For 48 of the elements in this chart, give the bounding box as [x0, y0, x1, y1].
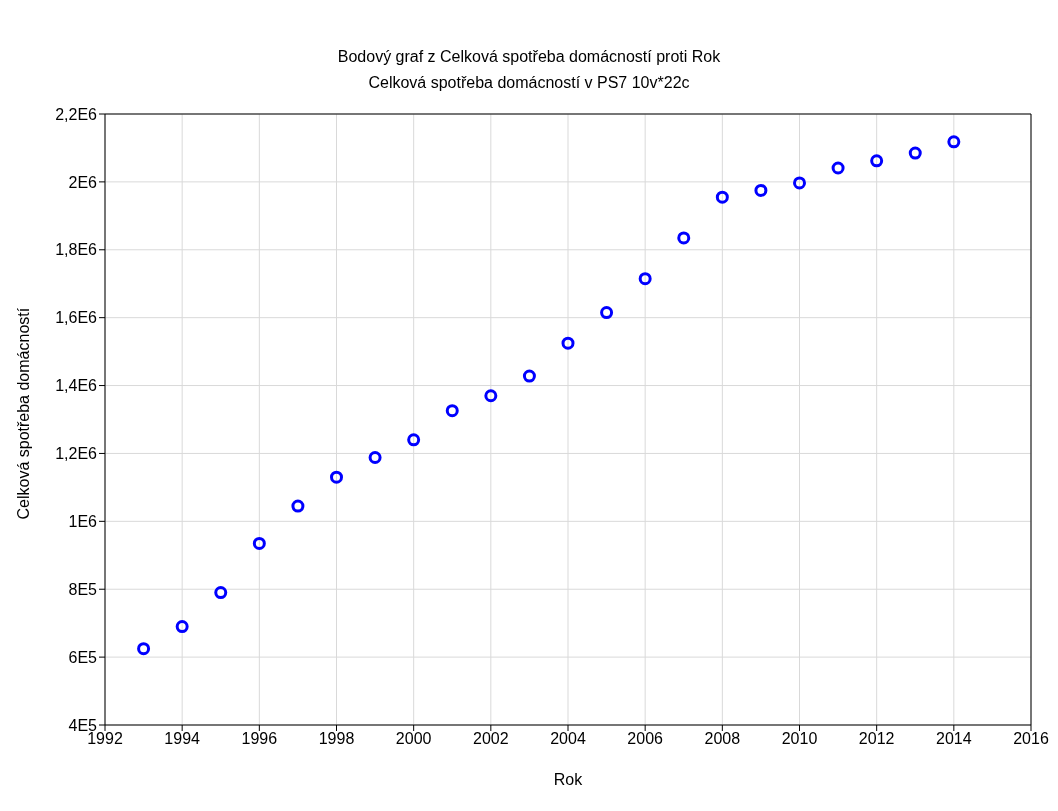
chart-subtitle: Celková spotřeba domácností v PS7 10v*22c — [368, 74, 690, 92]
x-tick-label: 2010 — [781, 730, 818, 748]
point — [330, 470, 343, 484]
x-tick-label: 1994 — [164, 730, 201, 748]
point — [522, 369, 536, 383]
x-tick-label: 1996 — [241, 730, 278, 748]
x-tick-label: 2008 — [704, 730, 741, 748]
point — [407, 433, 421, 447]
point — [214, 586, 228, 600]
x-tick-label: 2002 — [473, 730, 509, 748]
point — [715, 190, 729, 204]
point — [793, 176, 806, 190]
point — [561, 336, 575, 350]
point — [175, 620, 189, 634]
x-tick-label: 2000 — [395, 730, 432, 748]
point — [638, 272, 652, 286]
y-axis-title: Celková spotřeba domácností — [14, 307, 32, 520]
y-tick-label: 1E6 — [68, 513, 98, 531]
x-tick-label: 1992 — [87, 730, 123, 748]
x-tick-label: 2014 — [936, 730, 972, 748]
point — [368, 451, 382, 465]
point — [291, 499, 305, 513]
y-tick-label: 1,4E6 — [55, 377, 98, 395]
y-tick-label: 1,6E6 — [55, 309, 98, 327]
y-tick-label: 1,2E6 — [55, 445, 98, 463]
point — [484, 389, 498, 403]
point — [677, 231, 691, 245]
x-tick-label: 2012 — [858, 730, 895, 748]
point — [600, 306, 614, 320]
point — [252, 536, 266, 550]
y-tick-label: 1,8E6 — [55, 241, 98, 259]
x-tick-label: 1998 — [318, 730, 355, 748]
point — [870, 154, 884, 168]
chart-title: Bodový graf z Celková spotřeba domácností proti Rok — [337, 48, 721, 66]
point — [754, 183, 768, 197]
point — [137, 642, 151, 656]
y-tick-label: 2,2E6 — [55, 105, 98, 123]
point — [908, 146, 922, 160]
point — [947, 135, 961, 149]
y-tick-label: 6E5 — [68, 648, 98, 666]
point — [831, 161, 845, 175]
x-tick-label: 2006 — [627, 730, 664, 748]
y-tick-label: 2E6 — [68, 173, 98, 191]
x-tick-label: 2016 — [1013, 730, 1049, 748]
y-tick-label: 8E5 — [68, 580, 98, 598]
x-axis-title: Rok — [553, 771, 584, 788]
point — [445, 404, 459, 418]
x-tick-label: 2004 — [550, 730, 586, 748]
